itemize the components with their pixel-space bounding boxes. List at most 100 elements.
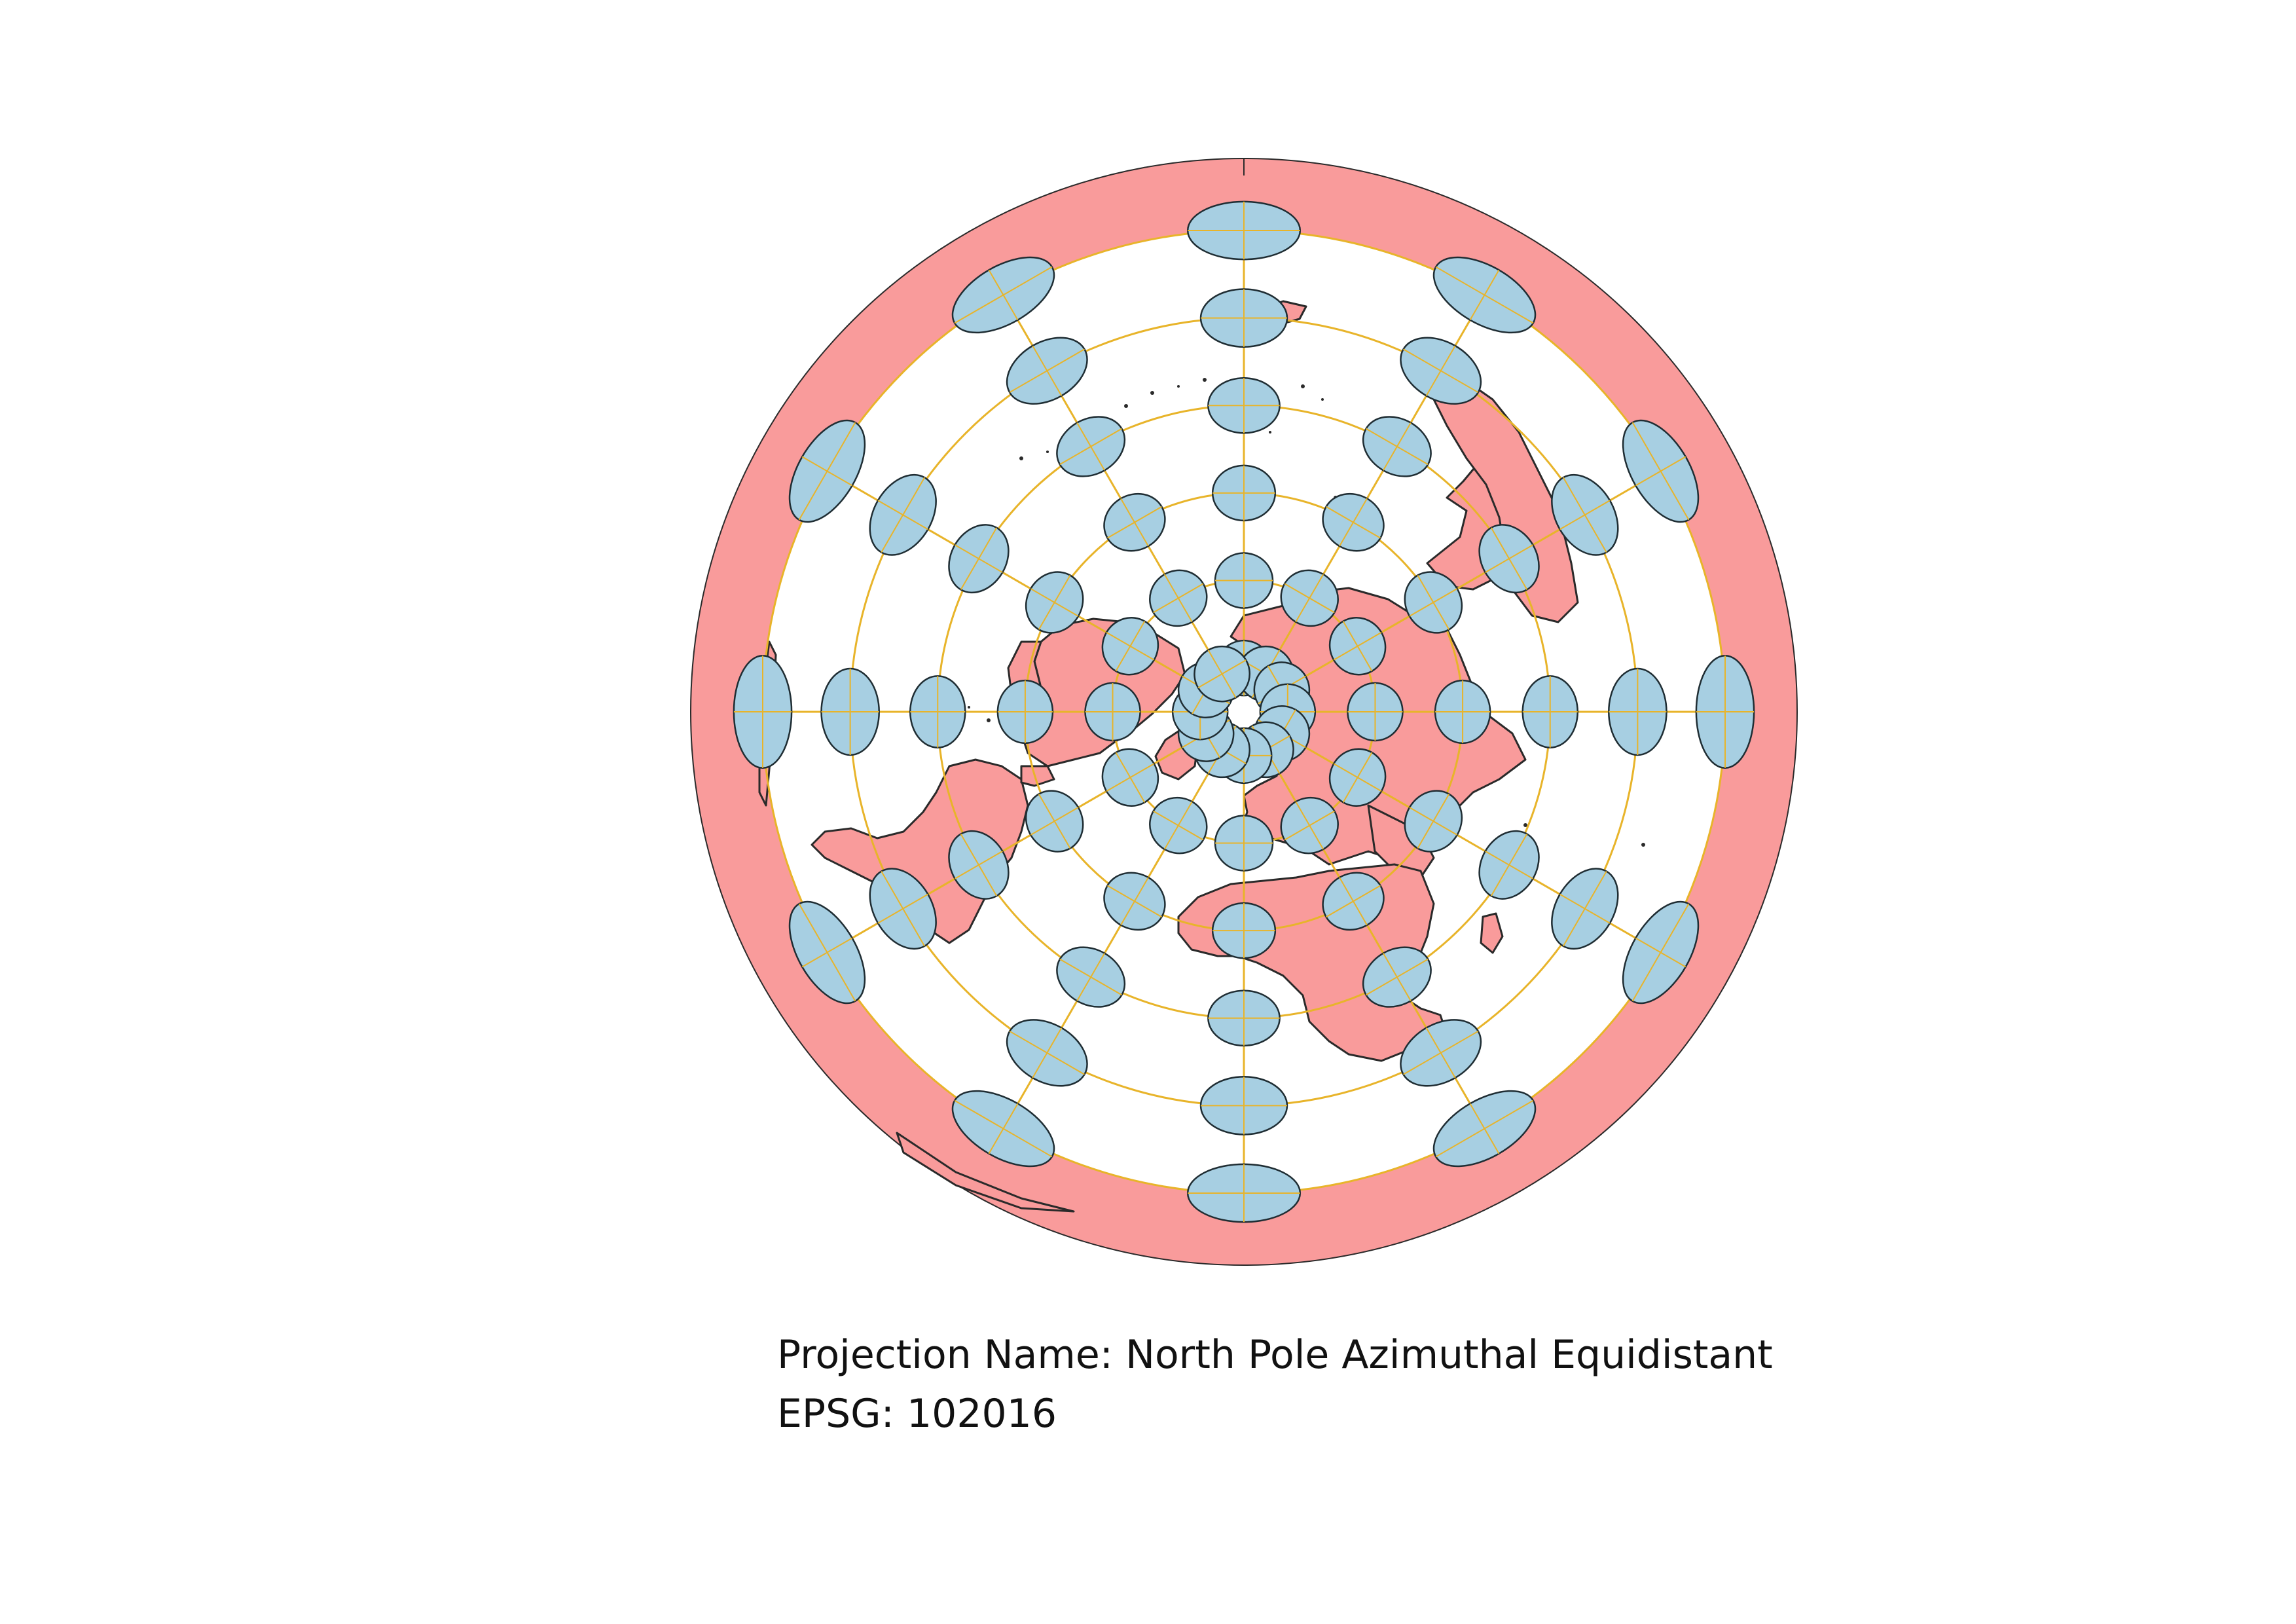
tissot-indicatrix: [1214, 815, 1274, 872]
tissot-axis: [1469, 1103, 1500, 1154]
tissot-axis: [1207, 650, 1237, 699]
tissot-indicatrix: [1006, 1019, 1088, 1087]
tissot-indicatrices: [733, 200, 1755, 1223]
tissot-indicatrix: [1328, 617, 1387, 676]
tissot-indicatrix: [1280, 796, 1339, 855]
tissot-indicatrix: [951, 1090, 1055, 1168]
tissot-indicatrix: [1328, 748, 1387, 807]
tissot-axis: [1559, 500, 1611, 530]
tissot-indicatrix: [1622, 419, 1700, 523]
tissot-indicatrix: [1056, 946, 1126, 1008]
tissot-axis: [1469, 269, 1500, 321]
tissot-indicatrix: [1101, 748, 1159, 807]
tissot-indicatrix: [1194, 645, 1251, 703]
tissot-indicatrix: [1362, 416, 1432, 477]
tissot-indicatrix: [1211, 464, 1277, 522]
tissot-indicatrix: [1322, 492, 1385, 552]
tissot-axis: [1339, 877, 1368, 926]
tissot-indicatrix: [1211, 902, 1277, 959]
tissot-indicatrix: [1025, 571, 1084, 634]
tissot-indicatrix: [1025, 790, 1084, 853]
tissot-indicatrix: [1478, 830, 1540, 900]
tissot-indicatrix: [1347, 682, 1404, 742]
tissot-indicatrix: [820, 667, 880, 756]
tissot-indicatrix: [1400, 1019, 1482, 1087]
tissot-indicatrix: [948, 524, 1010, 594]
tissot-axis: [1120, 498, 1149, 547]
tissot-axis: [1032, 1027, 1063, 1079]
tissot-indicatrix: [1362, 946, 1432, 1008]
tissot-axis: [801, 456, 853, 487]
epsg-value: 102016: [906, 1391, 1057, 1437]
tissot-axis: [1295, 801, 1324, 850]
tissot-axis: [877, 500, 928, 530]
tissot-indicatrix: [1101, 617, 1159, 676]
tissot-axis: [1485, 850, 1533, 879]
tissot-indicatrix: [1434, 679, 1491, 745]
tissot-axis: [1076, 953, 1106, 1001]
tissot-indicatrix: [1207, 377, 1281, 434]
tissot-axis: [1425, 345, 1456, 396]
tissot-axis: [1333, 631, 1382, 661]
tissot-indicatrix: [1432, 256, 1537, 334]
tissot-axis: [1559, 893, 1611, 924]
tissot-indicatrix: [1522, 675, 1578, 748]
tissot-indicatrix: [1149, 796, 1208, 855]
tissot-axis: [955, 544, 1003, 574]
tissot-axis: [1163, 801, 1193, 850]
tissot-indicatrix: [1322, 872, 1385, 931]
tissot-axis: [1030, 588, 1079, 617]
tissot-axis: [1485, 544, 1533, 574]
landmass-central-america: [1020, 765, 1055, 787]
tissot-axis: [1635, 456, 1686, 487]
epsg-caption: EPSG: 102016: [777, 1391, 1057, 1437]
tissot-indicatrix: [1103, 872, 1166, 931]
tissot-indicatrix: [733, 654, 793, 769]
tissot-axis: [1106, 763, 1155, 792]
tissot-axis: [1295, 574, 1324, 623]
tissot-indicatrix: [1608, 667, 1667, 756]
tissot-indicatrix: [1432, 1090, 1537, 1168]
tissot-indicatrix: [1207, 989, 1281, 1046]
landmass-southern-fringe-south: [896, 1132, 1075, 1213]
tissot-axis: [1030, 807, 1079, 836]
landmass-madagascar: [1480, 912, 1504, 954]
tissot-axis: [1425, 1027, 1456, 1079]
tissot-indicatrix: [1280, 569, 1339, 627]
tissot-axis: [1409, 588, 1458, 617]
landmass-arabia: [1367, 804, 1435, 879]
tissot-indicatrix: [1186, 1163, 1302, 1223]
tissot-indicatrix: [1478, 524, 1540, 594]
tissot-axis: [988, 1103, 1019, 1154]
tissot-indicatrix: [1404, 571, 1463, 634]
tissot-indicatrix: [1214, 552, 1274, 609]
tissot-axis: [988, 269, 1019, 321]
projection-name-value: North Pole Azimuthal Equidistant: [1125, 1332, 1773, 1378]
tissot-axis: [1333, 763, 1382, 792]
tissot-axis: [1163, 574, 1193, 623]
island-dots: [968, 378, 1645, 892]
tissot-axis: [1076, 422, 1106, 471]
tissot-indicatrix: [1186, 200, 1302, 261]
tissot-indicatrix: [909, 675, 966, 748]
tissot-indicatrix: [1400, 337, 1482, 405]
tissot-indicatrix: [996, 679, 1054, 745]
tissot-indicatrix: [1551, 868, 1619, 950]
tissot-indicatrix: [951, 256, 1055, 334]
tissot-indicatrix: [1103, 492, 1166, 552]
epsg-label: EPSG:: [777, 1391, 894, 1437]
tissot-indicatrix: [948, 830, 1010, 900]
tissot-axis: [1106, 631, 1155, 661]
tissot-indicatrix: [788, 900, 866, 1005]
tissot-indicatrix: [1695, 654, 1755, 769]
tissot-indicatrix: [1006, 337, 1088, 405]
tissot-indicatrix: [1149, 569, 1208, 627]
tissot-indicatrix: [1199, 1076, 1288, 1135]
tissot-indicatrix: [1056, 416, 1126, 477]
tissot-axis: [1339, 498, 1368, 547]
tissot-axis: [1032, 345, 1063, 396]
tissot-axis: [1409, 807, 1458, 836]
tissot-indicatrix: [788, 419, 866, 523]
tissot-indicatrix: [1199, 288, 1288, 348]
